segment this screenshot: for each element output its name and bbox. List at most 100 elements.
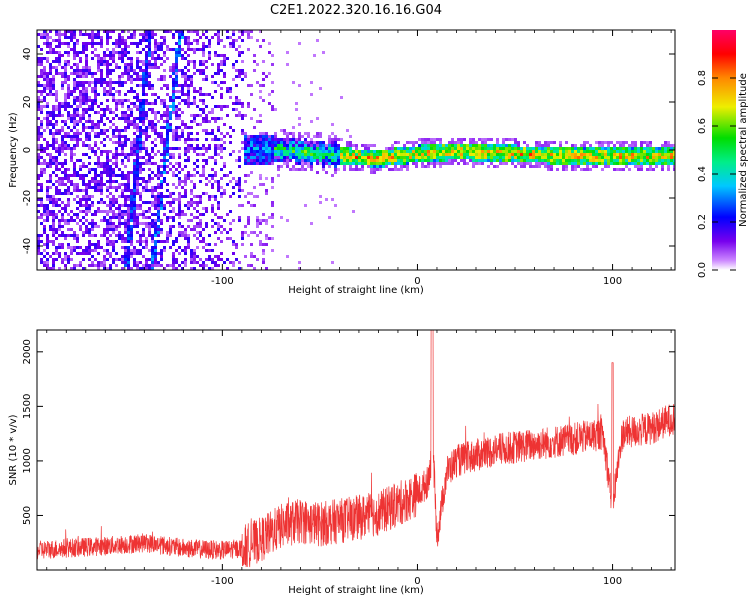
heatmap-cell	[235, 75, 238, 78]
heatmap-cell	[220, 144, 223, 147]
heatmap-cell	[145, 135, 148, 138]
heatmap-cell	[295, 153, 298, 156]
heatmap-cell	[316, 150, 319, 153]
heatmap-cell	[205, 207, 208, 210]
heatmap-cell	[646, 156, 649, 159]
heatmap-cell	[79, 114, 82, 117]
heatmap-cell	[64, 81, 67, 84]
heatmap-cell	[283, 159, 286, 162]
heatmap-cell	[547, 165, 550, 168]
heatmap-cell	[268, 42, 271, 45]
heatmap-cell	[133, 261, 136, 264]
heatmap-cell	[673, 162, 675, 165]
heatmap-cell	[85, 60, 88, 63]
heatmap-cell	[139, 177, 142, 180]
heatmap-cell	[76, 72, 79, 75]
heatmap-cell	[49, 177, 52, 180]
heatmap-cell	[190, 189, 193, 192]
heatmap-cell	[562, 150, 565, 153]
heatmap-cell	[133, 210, 136, 213]
heatmap-cell	[148, 54, 151, 57]
heatmap-cell	[151, 261, 154, 264]
heatmap-cell	[109, 69, 112, 72]
heatmap-cell	[166, 84, 169, 87]
heatmap-cell	[157, 96, 160, 99]
heatmap-cell	[103, 123, 106, 126]
heatmap-cell	[151, 87, 154, 90]
heatmap-cell	[331, 159, 334, 162]
heatmap-cell	[121, 72, 124, 75]
heatmap-cell	[250, 171, 253, 174]
heatmap-cell	[145, 258, 148, 261]
heatmap-cell	[154, 57, 157, 60]
heatmap-cell	[277, 156, 280, 159]
heatmap-cell	[88, 186, 91, 189]
heatmap-cell	[55, 216, 58, 219]
heatmap-cell	[199, 99, 202, 102]
colorbar-tick-label: 0.4	[697, 166, 708, 182]
heatmap-cell	[43, 159, 46, 162]
heatmap-cell	[160, 264, 163, 267]
heatmap-cell	[37, 162, 40, 165]
heatmap-cell	[241, 114, 244, 117]
heatmap-cell	[223, 60, 226, 63]
heatmap-cell	[229, 96, 232, 99]
heatmap-cell	[259, 177, 262, 180]
heatmap-cell	[121, 195, 124, 198]
heatmap-cell	[115, 213, 118, 216]
heatmap-cell	[274, 156, 277, 159]
heatmap-cell	[334, 150, 337, 153]
heatmap-cell	[73, 120, 76, 123]
heatmap-cell	[127, 228, 130, 231]
heatmap-cell	[145, 33, 148, 36]
heatmap-cell	[247, 147, 250, 150]
heatmap-cell	[583, 162, 586, 165]
heatmap-cell	[157, 57, 160, 60]
heatmap-cell	[145, 126, 148, 129]
heatmap-cell	[76, 138, 79, 141]
heatmap-cell	[94, 33, 97, 36]
heatmap-cell	[151, 123, 154, 126]
heatmap-cell	[202, 51, 205, 54]
heatmap-cell	[136, 135, 139, 138]
heatmap-cell	[64, 60, 67, 63]
heatmap-cell	[319, 153, 322, 156]
heatmap-cell	[172, 96, 175, 99]
heatmap-cell	[67, 60, 70, 63]
heatmap-cell	[115, 228, 118, 231]
heatmap-cell	[538, 165, 541, 168]
heatmap-cell	[76, 114, 79, 117]
heatmap-cell	[43, 72, 46, 75]
heatmap-cell	[115, 156, 118, 159]
heatmap-cell	[97, 165, 100, 168]
heatmap-cell	[178, 33, 181, 36]
heatmap-cell	[79, 138, 82, 141]
heatmap-cell	[328, 141, 331, 144]
heatmap-cell	[88, 69, 91, 72]
heatmap-cell	[226, 213, 229, 216]
heatmap-cell	[73, 99, 76, 102]
heatmap-cell	[169, 168, 172, 171]
heatmap-cell	[79, 93, 82, 96]
heatmap-cell	[439, 156, 442, 159]
heatmap-cell	[88, 246, 91, 249]
heatmap-cell	[181, 123, 184, 126]
heatmap-cell	[76, 132, 79, 135]
heatmap-cell	[175, 237, 178, 240]
heatmap-cell	[52, 201, 55, 204]
heatmap-cell	[178, 165, 181, 168]
heatmap-cell	[226, 183, 229, 186]
heatmap-cell	[478, 147, 481, 150]
heatmap-cell	[271, 204, 274, 207]
heatmap-cell	[268, 153, 271, 156]
heatmap-cell	[532, 156, 535, 159]
heatmap-cell	[211, 36, 214, 39]
heatmap-cell	[109, 108, 112, 111]
heatmap-cell	[463, 153, 466, 156]
heatmap-cell	[127, 105, 130, 108]
heatmap-cell	[145, 114, 148, 117]
heatmap-cell	[133, 204, 136, 207]
heatmap-cell	[247, 234, 250, 237]
heatmap-cell	[124, 81, 127, 84]
heatmap-cell	[307, 132, 310, 135]
